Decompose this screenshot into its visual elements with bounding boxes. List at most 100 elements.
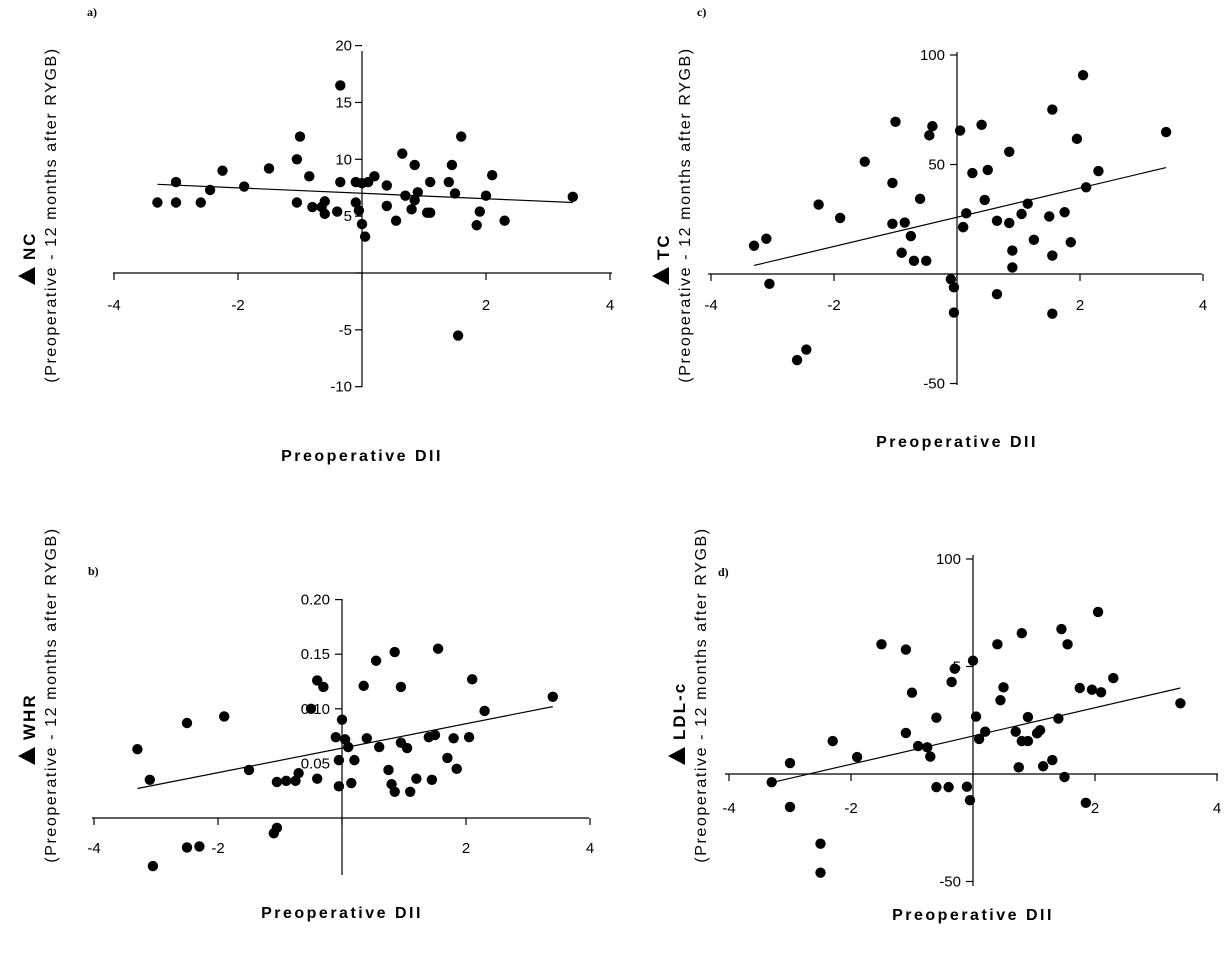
data-point — [945, 274, 957, 285]
data-point — [1059, 771, 1070, 783]
y-axis-sublabel-group: (Preoperative - 12 months after RYGB) — [677, 47, 694, 382]
data-point — [815, 867, 826, 878]
y-tick-label: 0.20 — [301, 592, 330, 609]
y-tick-label: -5 — [339, 322, 352, 339]
x-tick-label: -2 — [231, 297, 244, 314]
data-point — [335, 176, 346, 188]
data-point — [332, 206, 343, 217]
data-point — [1010, 726, 1021, 737]
data-point — [432, 643, 444, 654]
data-point — [429, 729, 441, 741]
data-point — [456, 131, 467, 142]
panel-label: c) — [697, 5, 706, 19]
data-point — [980, 726, 991, 737]
data-point — [358, 680, 369, 692]
data-point — [784, 757, 796, 769]
data-point — [949, 663, 960, 674]
data-point — [1074, 682, 1085, 694]
data-point — [896, 247, 907, 258]
y-tick-label: 100 — [936, 551, 961, 568]
data-point — [170, 176, 182, 188]
data-point — [1007, 245, 1018, 256]
data-point — [1007, 262, 1018, 273]
scatter-panel-a: a) -4 -2 2 4 -10 -5 5 10 15 20 Preoperative DII NC (P… — [18, 5, 614, 465]
data-point — [547, 691, 558, 702]
y-axis-sublabel-group: (Preoperative - 12 months after RYGB) — [43, 527, 60, 862]
regression-line — [157, 183, 573, 204]
data-point — [451, 763, 462, 775]
data-point — [900, 727, 912, 739]
data-point — [336, 714, 348, 725]
data-point — [761, 233, 772, 244]
data-point — [442, 752, 453, 764]
data-point — [239, 181, 250, 192]
data-point — [1016, 208, 1027, 220]
data-point — [395, 681, 407, 693]
data-point — [1028, 234, 1040, 246]
data-point — [834, 212, 846, 224]
x-tick-label: 2 — [1091, 800, 1099, 817]
data-point — [291, 154, 303, 165]
data-point — [181, 717, 193, 729]
delta-triangle-icon — [18, 747, 35, 765]
y-axis-sublabel-group: (Preoperative - 12 months after RYGB) — [43, 47, 60, 382]
scatter-panel-d: d)-4-224-505100Preoperative DIILDL-c(Pre… — [668, 527, 1221, 924]
data-point — [815, 838, 826, 849]
data-point — [383, 764, 394, 776]
data-point — [1080, 182, 1092, 193]
data-point — [499, 215, 510, 226]
data-point — [1160, 126, 1172, 138]
y-axis-main-label: WHR — [20, 693, 39, 740]
data-point — [467, 674, 478, 685]
data-point — [243, 764, 255, 776]
x-axis-label: Preoperative DII — [892, 907, 1054, 924]
data-point — [973, 733, 985, 745]
data-point — [1065, 237, 1076, 248]
data-point — [1077, 69, 1089, 81]
data-point — [195, 197, 206, 208]
data-point — [389, 646, 400, 658]
x-tick-label: 4 — [586, 840, 594, 857]
x-axis-label: Preoperative DII — [281, 448, 443, 465]
data-point — [991, 215, 1003, 226]
data-point — [389, 786, 400, 797]
data-point — [449, 188, 461, 199]
data-point — [859, 156, 870, 167]
data-point — [1047, 308, 1058, 319]
data-point — [905, 230, 917, 242]
data-point — [1059, 207, 1070, 218]
x-tick-label: -2 — [827, 297, 840, 314]
data-point — [333, 754, 345, 766]
data-point — [567, 191, 578, 203]
data-point — [1022, 711, 1034, 723]
delta-triangle-icon — [652, 267, 669, 285]
y-axis-sub-label: (Preoperative - 12 months after RYGB) — [43, 47, 60, 382]
data-point — [1016, 627, 1027, 639]
x-tick-label: 4 — [1213, 800, 1221, 817]
data-point — [1175, 698, 1186, 709]
data-point — [152, 197, 163, 208]
data-point — [948, 307, 960, 318]
panel-label: a) — [87, 5, 97, 19]
data-point — [409, 159, 420, 171]
delta-triangle-icon — [668, 747, 685, 765]
panel-label: b) — [88, 564, 99, 578]
data-point — [406, 204, 417, 215]
data-point — [474, 206, 485, 217]
data-point — [409, 195, 420, 206]
data-point — [425, 207, 436, 218]
data-point — [305, 703, 317, 714]
data-point — [312, 675, 323, 686]
x-tick-label: 2 — [1076, 297, 1084, 314]
y-axis-sub-label: (Preoperative - 12 months after RYGB) — [677, 47, 694, 382]
data-point — [925, 751, 936, 762]
data-point — [361, 733, 372, 744]
data-point — [293, 768, 304, 779]
y-axis-sub-label: (Preoperative - 12 months after RYGB) — [693, 527, 710, 862]
data-point — [1095, 687, 1107, 698]
data-point — [426, 774, 438, 785]
data-point — [359, 231, 371, 242]
data-point — [318, 681, 329, 693]
y-tick-label: 5 — [344, 208, 352, 225]
